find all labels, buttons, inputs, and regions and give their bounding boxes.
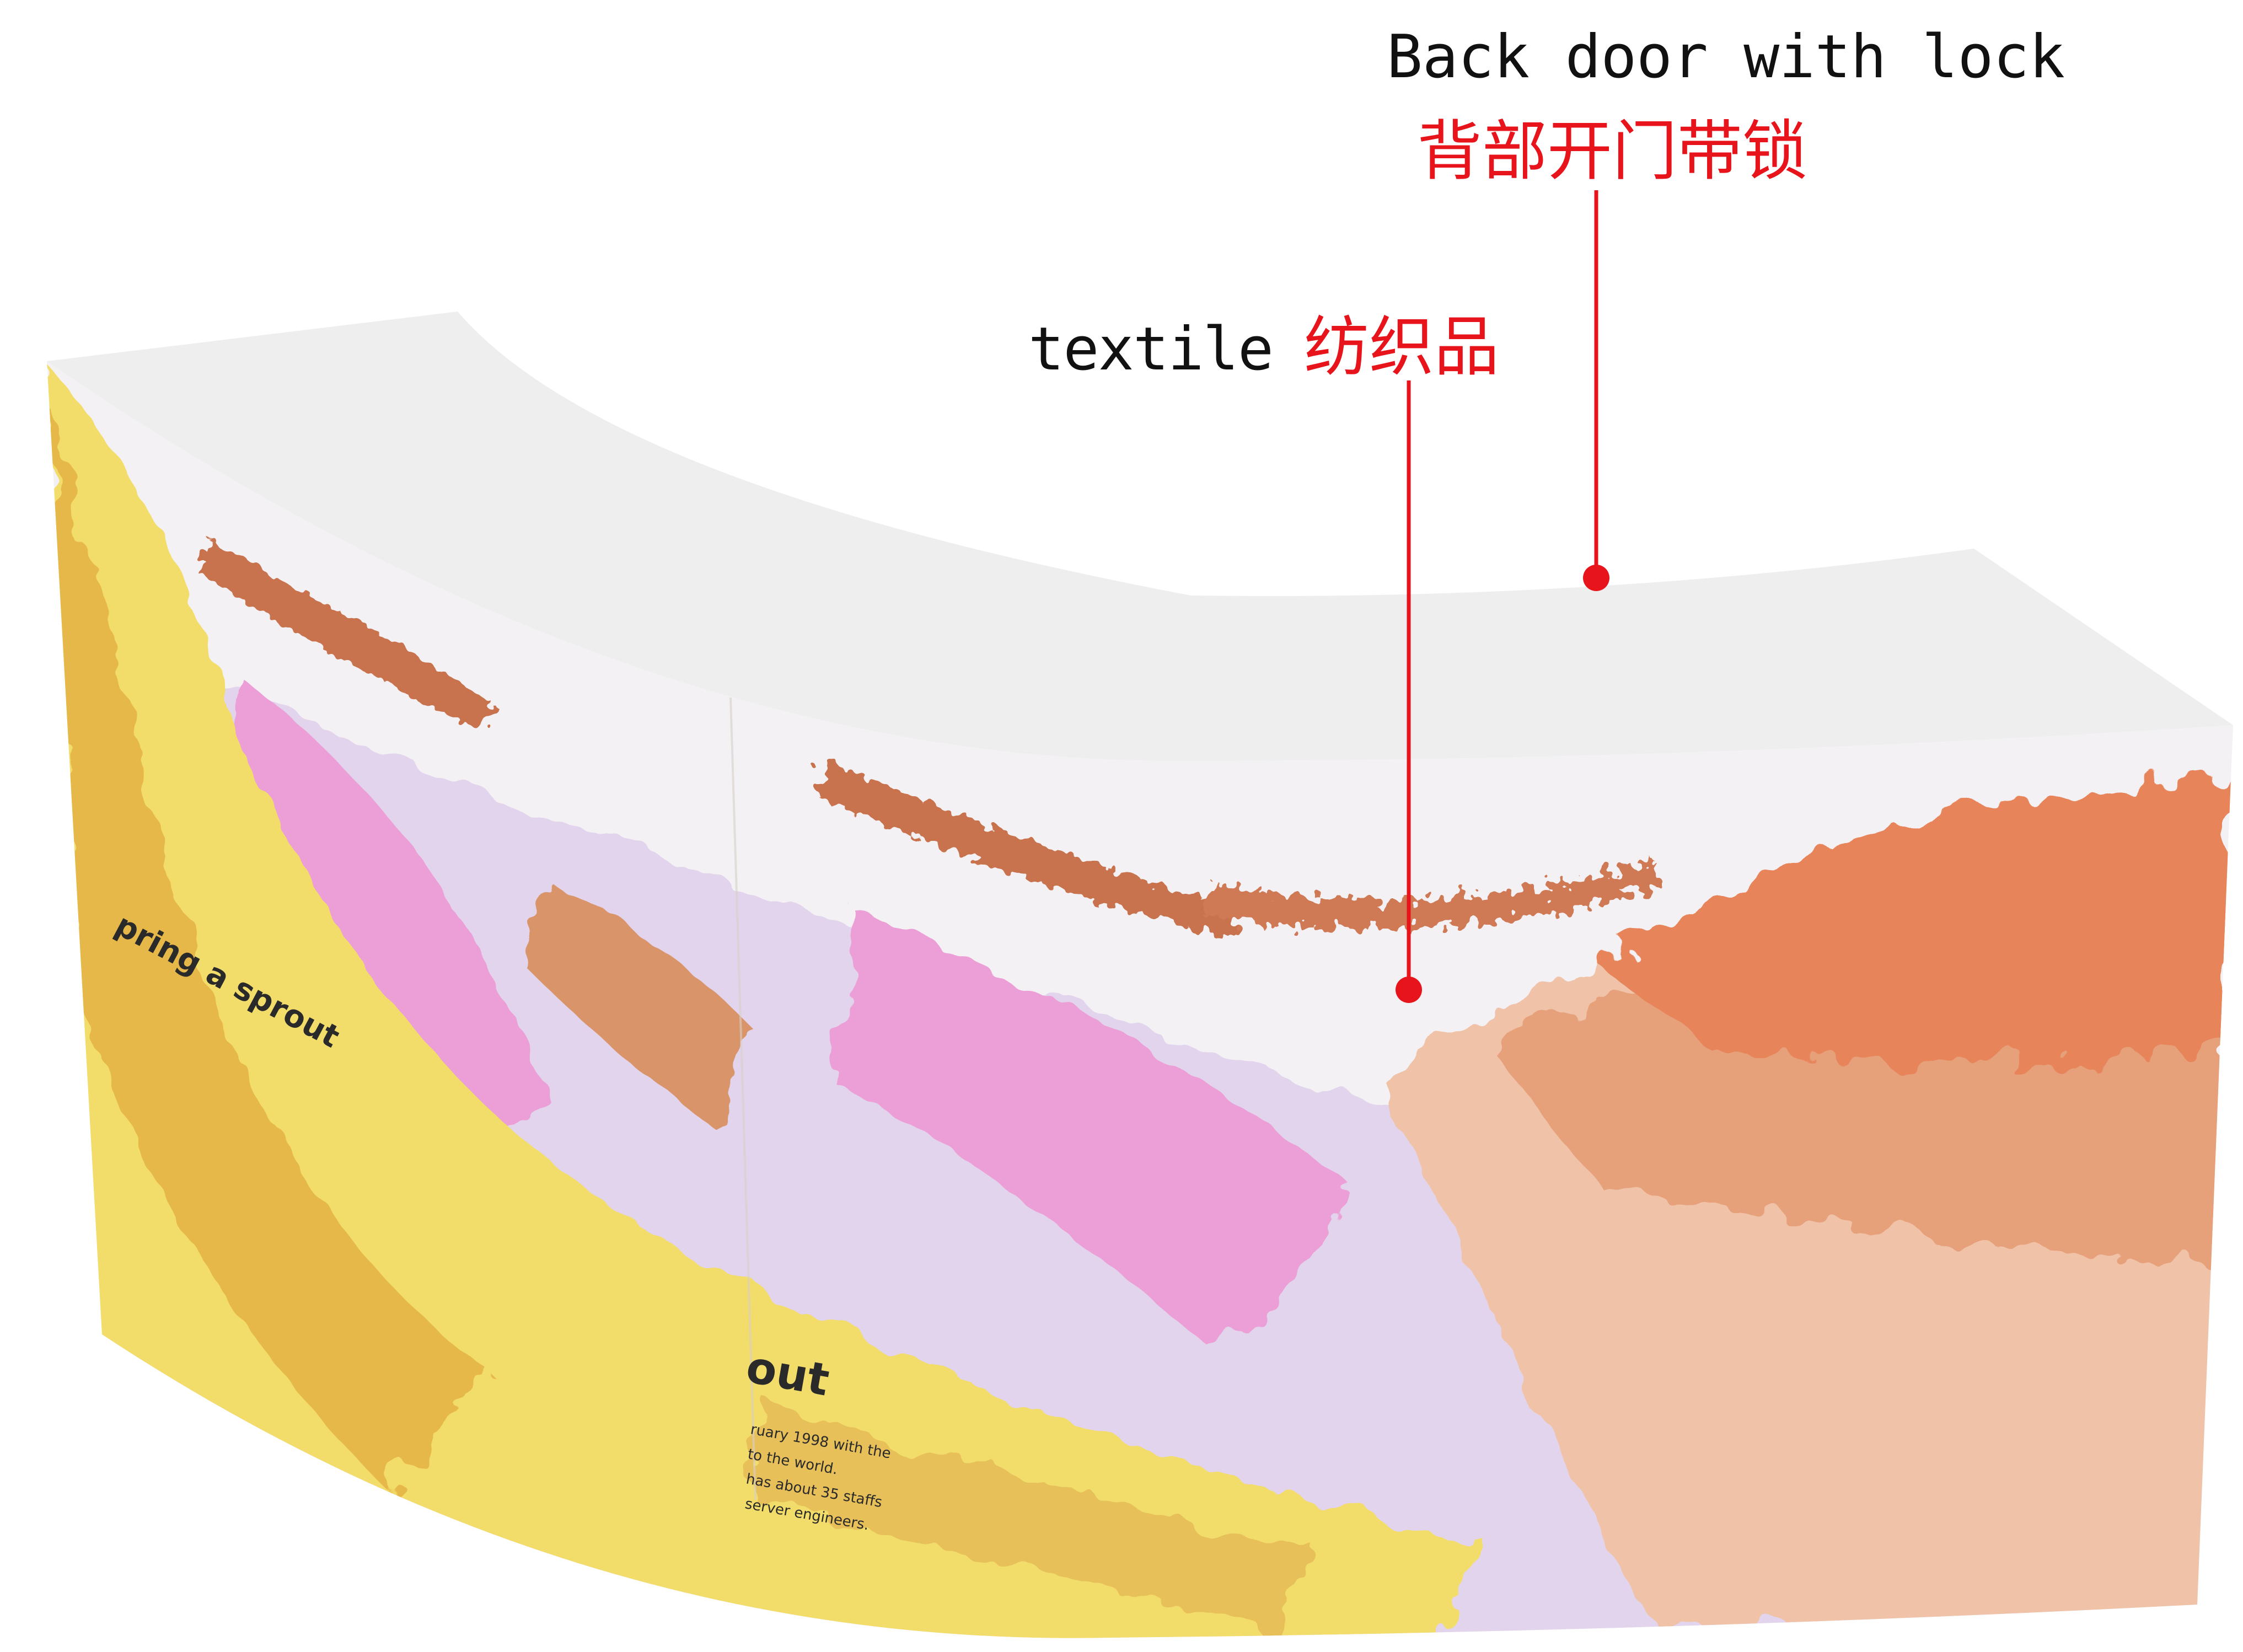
counter-top-surface [47,312,2233,761]
annotation-back-door-label-cn: 背部开门带锁 [1417,113,1807,189]
annotation-back-door: Back door with lock 背部开门带锁 [1387,23,2065,591]
annotation-textile-label-cn: 纺织品 [1304,309,1499,385]
annotation-textile: textile 纺织品 [1028,309,1499,1003]
annotation-back-door-label-en: Back door with lock [1387,23,2065,92]
annotation-back-door-dot [1583,565,1609,591]
annotation-textile-dot [1396,977,1422,1003]
annotation-textile-label-en: textile [1028,315,1274,384]
